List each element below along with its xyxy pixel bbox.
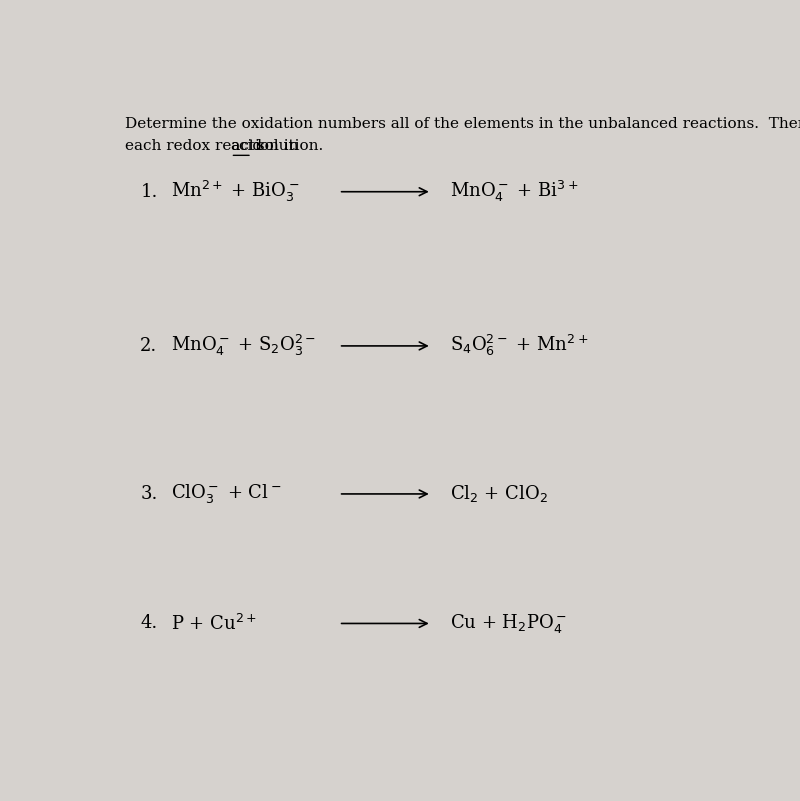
Text: ClO$_3^-$ + Cl$^-$: ClO$_3^-$ + Cl$^-$ xyxy=(171,482,282,505)
Text: S$_4$O$_6^{2-}$ + Mn$^{2+}$: S$_4$O$_6^{2-}$ + Mn$^{2+}$ xyxy=(450,333,589,359)
Text: 1.: 1. xyxy=(140,183,158,201)
Text: each redox reaction in: each redox reaction in xyxy=(125,139,303,153)
Text: 4.: 4. xyxy=(140,614,158,633)
Text: P + Cu$^{2+}$: P + Cu$^{2+}$ xyxy=(171,614,257,634)
Text: MnO$_4^-$ + S$_2$O$_3^{2-}$: MnO$_4^-$ + S$_2$O$_3^{2-}$ xyxy=(171,333,317,359)
Text: Cl$_2$ + ClO$_2$: Cl$_2$ + ClO$_2$ xyxy=(450,484,548,505)
Text: 2.: 2. xyxy=(140,337,158,355)
Text: solution.: solution. xyxy=(252,139,323,153)
Text: Mn$^{2+}$ + BiO$_3^-$: Mn$^{2+}$ + BiO$_3^-$ xyxy=(171,179,300,204)
Text: Cu + H$_2$PO$_4^-$: Cu + H$_2$PO$_4^-$ xyxy=(450,612,567,635)
Text: Determine the oxidation numbers all of the elements in the unbalanced reactions.: Determine the oxidation numbers all of t… xyxy=(125,116,800,130)
Text: MnO$_4^-$ + Bi$^{3+}$: MnO$_4^-$ + Bi$^{3+}$ xyxy=(450,179,578,204)
Text: acid: acid xyxy=(230,139,262,153)
Text: 3.: 3. xyxy=(140,485,158,503)
